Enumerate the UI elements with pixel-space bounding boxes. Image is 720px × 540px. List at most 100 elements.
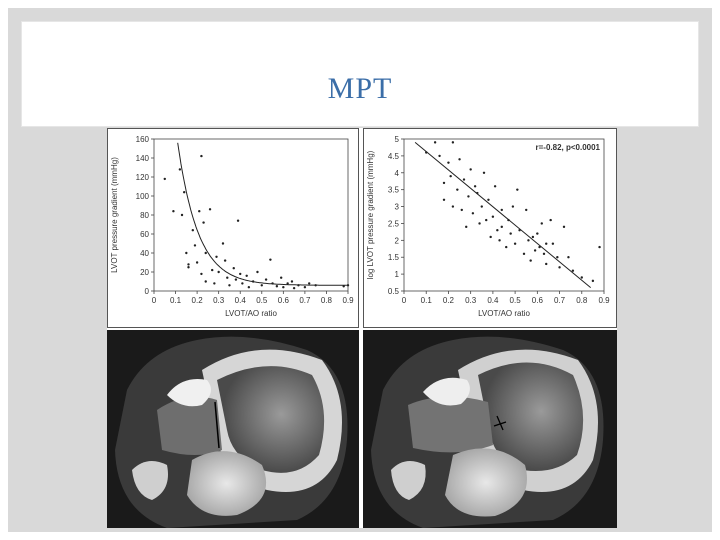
data-point: [451, 205, 455, 208]
data-point: [232, 267, 235, 270]
x-tick-label: 0.7: [299, 296, 311, 305]
y-tick-label: 1.5: [388, 253, 400, 262]
x-tick-label: 0: [152, 296, 157, 305]
data-point: [228, 284, 231, 287]
data-point: [204, 251, 207, 255]
data-point: [282, 286, 285, 289]
y-tick-label: 4.5: [388, 152, 400, 161]
y-tick-label: 5: [395, 135, 400, 144]
x-tick-label: 0.8: [321, 296, 333, 305]
x-tick-label: 0.2: [192, 296, 204, 305]
fit-curve: [177, 142, 347, 286]
data-point: [556, 256, 559, 259]
data-point: [308, 282, 311, 285]
data-point: [516, 188, 519, 191]
data-point: [527, 239, 530, 242]
data-point: [456, 188, 459, 191]
data-point: [473, 185, 477, 188]
data-point: [290, 280, 294, 283]
data-point: [251, 280, 255, 283]
data-point: [580, 276, 583, 279]
data-point: [498, 239, 501, 242]
figure: 0 0.1 0.2 0.3 0.4 0.5 0.6 0.7 0.8 0.9 0 20 40 60 80 100…: [107, 128, 617, 528]
x-tick-label: 0.6: [278, 296, 290, 305]
x-tick-label: 0.1: [170, 296, 182, 305]
data-point: [241, 282, 244, 285]
x-tick-label: 0.7: [554, 296, 566, 305]
x-tick-label: 0.4: [235, 296, 247, 305]
y-axis-label: LVOT pressure gradient (mmHg): [110, 157, 119, 273]
data-point: [182, 191, 186, 194]
data-point: [496, 229, 499, 232]
data-point: [511, 205, 515, 208]
chart-log-gradient-panel: 0 0.1 0.2 0.3 0.4 0.5 0.6 0.7 0.8 0.9 0.5 1 1.5 2 2.5 3…: [363, 128, 617, 328]
plot-area: [403, 138, 605, 292]
data-point: [591, 279, 595, 283]
x-tick-label: 0.6: [532, 296, 544, 305]
data-point: [204, 280, 207, 283]
y-tick-label: 4: [395, 169, 400, 178]
data-point: [487, 198, 490, 201]
data-point: [213, 282, 216, 285]
correlation-annotation: r=-0.82, p<0.0001: [536, 143, 601, 152]
data-point: [303, 286, 307, 289]
data-point: [185, 251, 188, 255]
data-point: [549, 218, 552, 222]
data-point: [346, 284, 350, 287]
data-point: [223, 259, 227, 262]
data-point: [314, 284, 317, 287]
data-point: [208, 208, 212, 211]
data-point: [533, 249, 537, 252]
data-point: [476, 191, 479, 195]
y-tick-label: 0.5: [388, 287, 400, 296]
data-point: [513, 242, 517, 245]
mri-right-graphic: [363, 330, 617, 528]
y-tick-label: 1: [395, 270, 400, 279]
data-point: [471, 212, 475, 215]
data-point: [202, 221, 205, 224]
y-tick-label: 120: [136, 173, 150, 182]
data-point: [187, 263, 190, 266]
y-tick-label: 40: [140, 249, 149, 258]
data-point: [500, 208, 503, 212]
data-point: [458, 158, 461, 161]
mri-image-left: [107, 330, 359, 528]
data-point: [447, 161, 450, 164]
data-point: [478, 222, 481, 225]
data-point: [469, 168, 472, 171]
x-tick-label: 0.9: [342, 296, 354, 305]
data-point: [571, 269, 575, 272]
x-tick-label: 0.1: [421, 296, 433, 305]
slide-title: MPT: [327, 72, 393, 105]
x-tick-label: 0.9: [598, 296, 610, 305]
data-point: [558, 266, 561, 269]
data-point: [485, 218, 488, 222]
data-point: [438, 154, 441, 158]
data-point: [551, 242, 555, 245]
y-tick-label: 20: [140, 268, 149, 277]
data-point: [342, 285, 345, 288]
y-axis-label: log LVOT pressure gradient (mmHg): [366, 150, 375, 279]
data-point: [542, 252, 546, 256]
data-point: [491, 215, 495, 218]
x-tick-label: 0: [402, 296, 407, 305]
x-axis-label: LVOT/AO ratio: [478, 309, 530, 318]
data-point: [562, 225, 566, 229]
data-point: [292, 286, 296, 290]
data-point: [538, 245, 541, 249]
title-band: MPT: [22, 22, 698, 126]
y-tick-label: 2.5: [388, 219, 400, 228]
y-tick-label: 0: [145, 287, 150, 296]
x-tick-label: 0.5: [510, 296, 522, 305]
data-point: [191, 229, 194, 232]
data-point: [172, 210, 175, 213]
x-tick-label: 0.3: [465, 296, 477, 305]
data-point: [286, 282, 289, 285]
data-point: [442, 198, 446, 201]
data-point: [200, 272, 203, 276]
data-point: [239, 272, 242, 276]
data-point: [518, 229, 521, 232]
data-point: [217, 270, 220, 274]
data-point: [275, 285, 279, 288]
data-point: [462, 178, 466, 181]
